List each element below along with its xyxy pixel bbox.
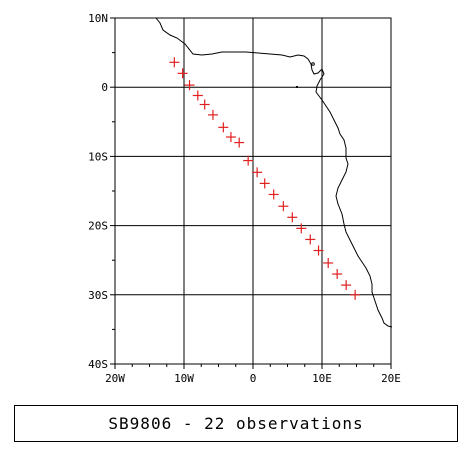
lon-tick-label: 20E (381, 372, 401, 385)
lat-tick-label: 0 (101, 81, 108, 94)
map-grid (114, 17, 392, 365)
observation-marker (296, 223, 307, 234)
lat-tick-label: 10S (88, 150, 108, 163)
observation-marker (305, 234, 316, 245)
lon-tick-label: 10W (174, 372, 194, 385)
lon-tick-label: 20W (105, 372, 125, 385)
lat-tick-label: 10N (88, 12, 108, 25)
observation-marker (287, 212, 298, 223)
island-marker (296, 86, 298, 88)
observation-marker (207, 109, 218, 120)
observation-marker (323, 257, 334, 268)
observation-marker (350, 289, 361, 300)
observation-marker (278, 201, 289, 212)
observation-markers (169, 57, 361, 300)
lat-tick-label: 30S (88, 289, 108, 302)
observation-marker (184, 80, 195, 91)
map-ticks: 20W 10W 0 10E 20E 10N 0 10S 20S 30S 40S (88, 12, 401, 385)
map-plot: 20W 10W 0 10E 20E 10N 0 10S 20S 30S 40S (88, 12, 401, 385)
observation-marker (313, 245, 324, 256)
africa-coastline (155, 17, 393, 328)
observation-marker (243, 155, 254, 166)
observation-marker (225, 132, 236, 143)
observation-marker (268, 189, 279, 200)
island-marker-2 (311, 62, 315, 66)
observation-marker (332, 269, 343, 280)
caption-text: SB9806 - 22 observations (108, 414, 364, 433)
observation-marker (199, 99, 210, 110)
lon-tick-label: 10E (312, 372, 332, 385)
observation-marker (234, 137, 245, 148)
lat-tick-label: 40S (88, 358, 108, 371)
observation-marker (177, 68, 188, 79)
observation-marker (341, 280, 352, 291)
observation-marker (192, 90, 203, 101)
lon-tick-label: 0 (250, 372, 257, 385)
observation-marker (169, 57, 180, 68)
observation-marker (259, 178, 270, 189)
observation-marker (218, 122, 229, 133)
caption-box: SB9806 - 22 observations (14, 405, 458, 442)
observation-marker (252, 167, 263, 178)
lat-tick-label: 20S (88, 220, 108, 233)
